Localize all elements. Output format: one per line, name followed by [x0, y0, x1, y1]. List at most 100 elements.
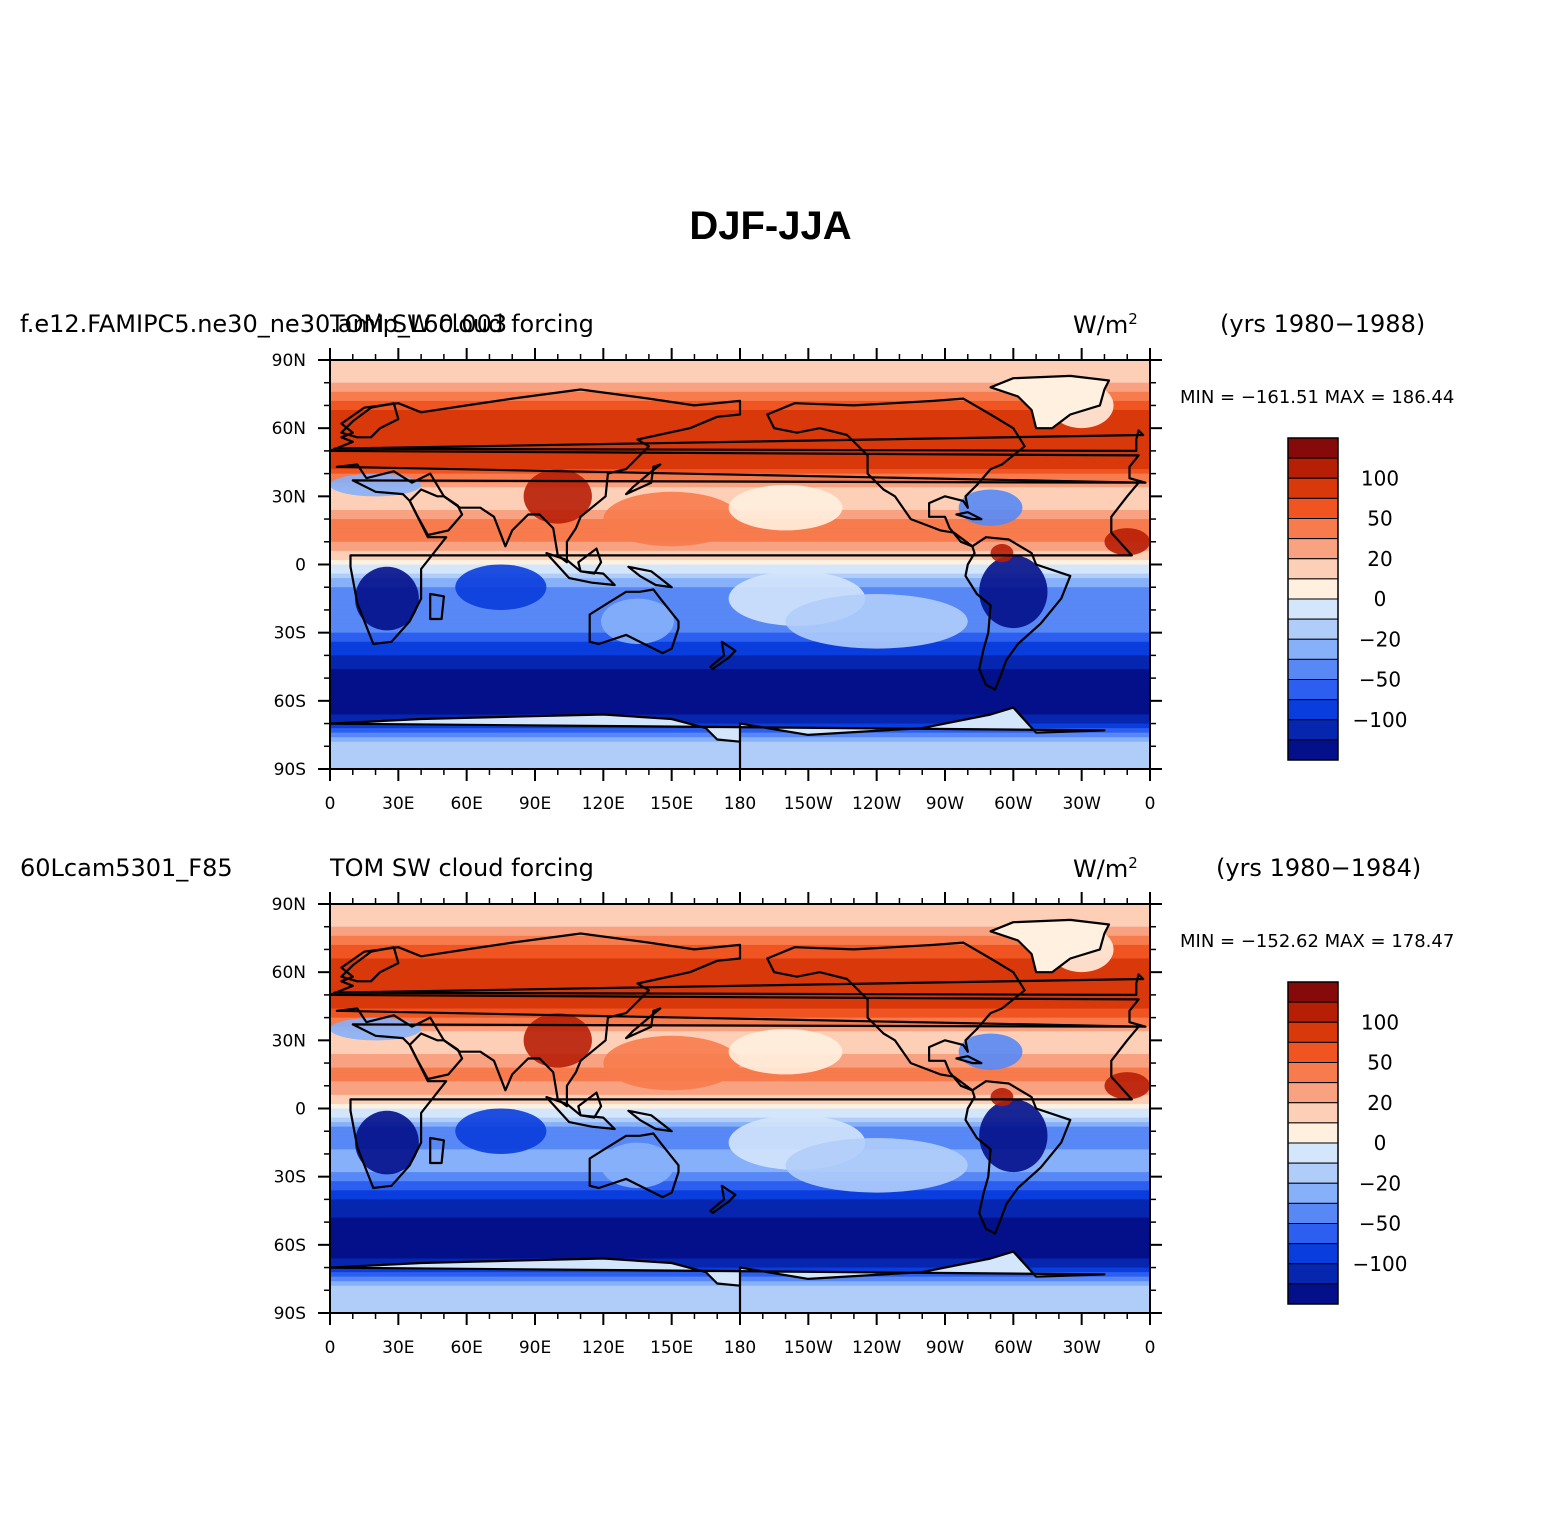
colorbar-swatch [1287, 699, 1339, 721]
field-band [330, 550, 1150, 557]
colorbar-swatch [1287, 598, 1339, 620]
field-band [330, 1117, 1150, 1123]
coastlines [330, 374, 1147, 769]
field-band [330, 578, 1150, 584]
field-band [330, 541, 1150, 547]
field-band [330, 632, 1150, 638]
field-band [330, 999, 1150, 1005]
coastline-cuba [955, 511, 983, 521]
field-band [330, 459, 1150, 466]
colorbar-swatch [1287, 1041, 1339, 1063]
lat-tick-label: 0 [295, 556, 306, 576]
colorbar-swatch [1287, 1082, 1339, 1104]
lat-tick-label: 60S [274, 692, 306, 712]
field-band [330, 1067, 1150, 1073]
field-band [330, 646, 1150, 652]
field-band [330, 1108, 1150, 1114]
field-band [330, 555, 1150, 561]
colorbar-label: 20 [1367, 1091, 1392, 1115]
colorbar-swatch [1287, 1062, 1339, 1084]
field-band [330, 963, 1150, 969]
field-band [330, 469, 1150, 475]
lon-tick-label: 180 [724, 1338, 756, 1358]
lon-tick-label: 0 [1145, 1338, 1156, 1358]
colorbar-swatch [1287, 618, 1339, 640]
lat-tick-label: 30N [272, 487, 306, 507]
field-band [330, 1176, 1150, 1182]
lat-tick-label: 60S [274, 1236, 306, 1256]
lat-tick-label: 60N [272, 419, 306, 439]
field-anomaly [728, 484, 843, 531]
colorbar-swatch [1287, 658, 1339, 680]
lon-tick-label: 0 [325, 794, 336, 814]
lon-tick-label: 30W [1062, 794, 1101, 814]
field-band [330, 564, 1150, 570]
field-anomaly [1104, 1072, 1150, 1100]
field-anomaly [455, 564, 547, 610]
coastline-arabia [408, 1032, 464, 1081]
colorbar-swatch [1287, 1283, 1339, 1305]
colorbar-label: −100 [1353, 708, 1408, 732]
colorbar-swatch [1287, 981, 1339, 1003]
min-max-stats: MIN = −152.62 MAX = 178.47 [1180, 931, 1455, 952]
field-band [330, 922, 1150, 928]
lon-tick-label: 90E [519, 1338, 551, 1358]
coastline-newguinea [627, 565, 673, 589]
field-band [330, 1031, 1150, 1037]
coastline-australia [588, 588, 680, 655]
colorbar-label: 0 [1374, 1131, 1387, 1155]
field-band [330, 967, 1150, 973]
field-anomaly [330, 1017, 422, 1041]
colorbar-swatch [1287, 1263, 1339, 1285]
coastline-scandinavia [340, 402, 400, 439]
lon-tick-label: 150E [650, 794, 693, 814]
lat-tick-label: 30S [274, 1168, 306, 1188]
field-band [330, 1003, 1150, 1010]
field-band [330, 958, 1150, 964]
colorbar-swatch [1287, 1021, 1339, 1043]
colorbar-swatch [1287, 538, 1339, 560]
colorbar-swatch [1287, 437, 1339, 459]
lon-tick-label: 150E [650, 1338, 693, 1358]
field-band [330, 691, 1150, 697]
field-anomaly [979, 555, 1048, 629]
field-band [330, 1103, 1150, 1110]
colorbar-frame [1287, 437, 1339, 761]
coastline-antarctica [330, 706, 1106, 769]
field-band [330, 523, 1150, 529]
units-label: W/m2 [1073, 854, 1138, 883]
field-anomaly [785, 1138, 968, 1193]
field-anomaly [355, 1110, 419, 1175]
field-band [330, 423, 1150, 429]
colorbar-frame [1287, 981, 1339, 1305]
coastline-greenland [989, 918, 1111, 974]
field-band [330, 1094, 1150, 1101]
field-band [330, 1167, 1150, 1173]
colorbar-label: 50 [1367, 1051, 1392, 1075]
field-band [330, 904, 1150, 910]
field-band [330, 369, 1150, 375]
lat-tick-label: 30S [274, 624, 306, 644]
field-band [330, 1235, 1150, 1241]
field-band [330, 569, 1150, 575]
colorbar-swatch [1287, 457, 1339, 479]
field-band [330, 637, 1150, 643]
field-band [330, 473, 1150, 479]
field-band [330, 1213, 1150, 1219]
map-panel-1: f.e12.FAMIPC5.ne30_ne30.amip_L60.003 TOM… [0, 296, 1541, 816]
field-band [330, 917, 1150, 923]
field-band [330, 655, 1150, 661]
field-band [330, 378, 1150, 384]
colorbar-swatch [1287, 578, 1339, 600]
coastline-scandinavia [340, 946, 400, 983]
coastline-japan [625, 463, 662, 496]
field-anomaly [728, 1028, 843, 1075]
colorbar-swatch [1287, 1202, 1339, 1224]
coastline-borneo [577, 1091, 603, 1119]
coastline-indonesia [545, 552, 616, 587]
coastline-madagascar [429, 592, 445, 621]
field-band [330, 559, 1150, 566]
field-band [330, 537, 1150, 543]
case-name: f.e12.FAMIPC5.ne30_ne30.amip_L60.003 [20, 310, 508, 338]
field-band [330, 659, 1150, 666]
